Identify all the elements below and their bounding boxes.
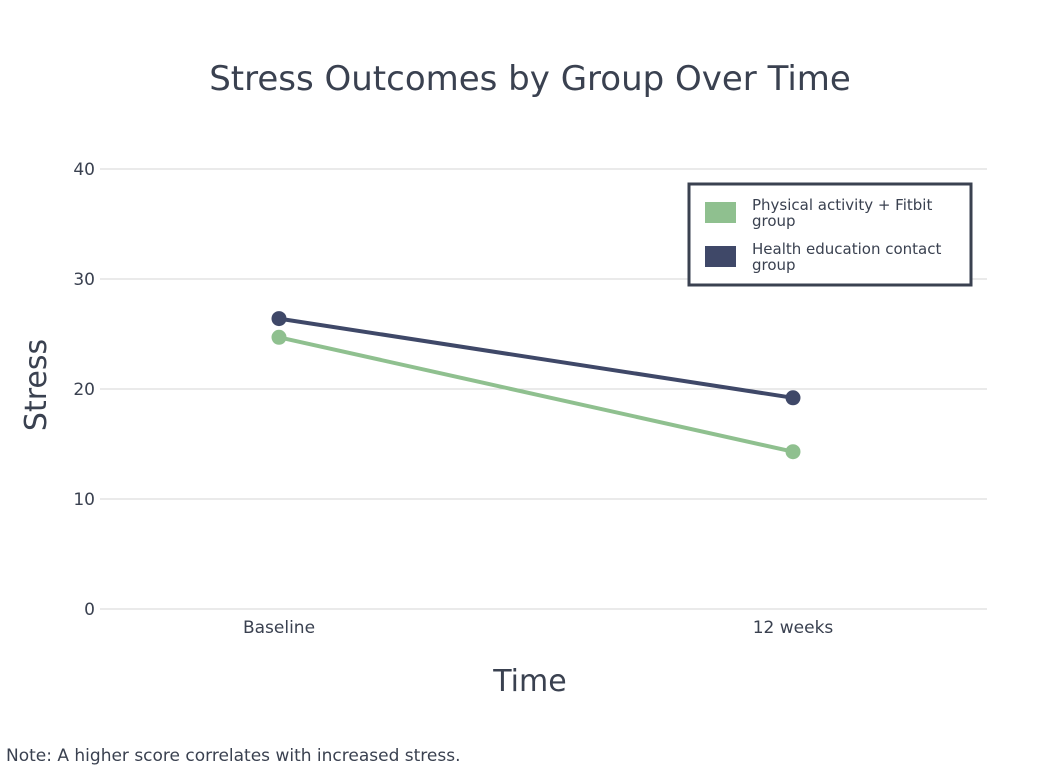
line-chart: Stress Outcomes by Group Over Time 0 10 20…: [19, 59, 987, 699]
y-tick-label: 40: [73, 160, 95, 180]
series-1: [271, 311, 801, 406]
x-tick-label: Baseline: [243, 618, 315, 638]
legend-box: [687, 182, 973, 287]
data-point: [785, 444, 801, 460]
y-tick-labels: 0 10 20 30 40: [73, 160, 95, 620]
y-tick-label: 10: [73, 490, 95, 510]
y-tick-label: 0: [84, 600, 95, 620]
series-0: [271, 329, 801, 460]
legend-swatch-0: [705, 202, 736, 223]
legend-label: Physical activity + Fitbit: [752, 196, 932, 214]
data-point: [785, 390, 801, 406]
chart-title: Stress Outcomes by Group Over Time: [209, 59, 851, 99]
series-line-0: [278, 335, 794, 454]
legend-label: group: [752, 256, 796, 274]
data-point: [271, 311, 287, 327]
x-axis-label: Time: [492, 664, 566, 699]
x-tick-label: 12 weeks: [753, 618, 834, 638]
legend-swatch-1: [705, 246, 736, 267]
series-lines: [271, 311, 801, 460]
series-line-1: [278, 316, 794, 400]
y-axis-label: Stress: [19, 339, 54, 431]
data-point: [271, 329, 287, 345]
x-tick-labels: Baseline 12 weeks: [243, 618, 833, 638]
y-tick-label: 20: [73, 380, 95, 400]
footnote: Note: A higher score correlates with inc…: [6, 746, 461, 766]
legend-label: Health education contact: [752, 240, 941, 258]
y-tick-label: 30: [73, 270, 95, 290]
legend-label: group: [752, 212, 796, 230]
